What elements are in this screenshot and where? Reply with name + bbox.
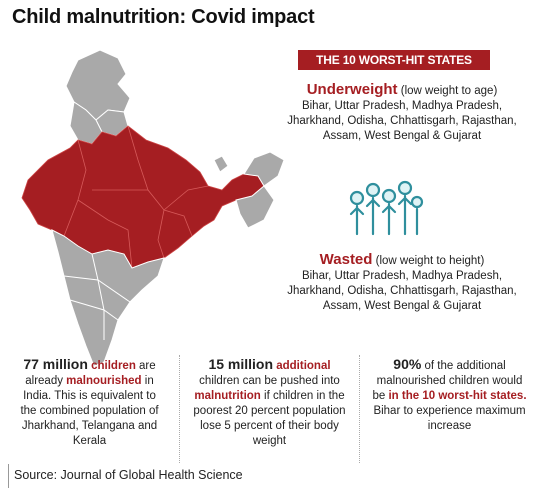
stat-15-million: 15 million additional children can be pu… [179,355,359,463]
wasted-line-2: Jharkhand, Odisha, Chhattisgarh, Rajasth… [287,285,517,297]
stat2-text-2: if children in the [260,390,345,402]
stats-row: 77 million children are already malnouri… [0,355,539,463]
map-region-northeast [243,151,285,187]
stat2-red-2: malnutrition [194,390,261,402]
underweight-note: (low weight to age) [397,85,498,97]
stat3-text-2: malnourished children would [376,375,523,387]
wasted-note: (low weight to height) [372,255,485,267]
underweight-line-1: Bihar, Uttar Pradesh, Madhya Pradesh, [301,100,503,112]
stat1-red-2: malnourished [66,375,142,387]
stat1-big: 77 million [23,356,88,372]
india-map [21,49,285,367]
stat1-text-4: India. This is equivalent to [23,390,156,402]
stat3-text-3: be [372,390,389,402]
stat1-text-1: are [135,360,156,372]
stat1-text-5: the combined population of [20,405,159,417]
stat1-text-7: Kerala [72,435,107,447]
underweight-heading: Underweight [306,81,398,98]
wasted-line-1: Bihar, Uttar Pradesh, Madhya Pradesh, [301,270,503,282]
stat2-red-1: additional [276,360,331,372]
source-divider [8,464,9,488]
children-figures-icon [349,180,424,236]
stat-77-million: 77 million children are already malnouri… [0,355,179,463]
wasted-block: Wasted (low weight to height) Bihar, Utt… [282,252,522,314]
underweight-line-2: Jharkhand, Odisha, Chhattisgarh, Rajasth… [287,115,517,127]
stat2-text-4: lose 5 percent of their body [200,420,339,432]
stat3-text-5: increase [427,420,472,432]
stat3-text-4: Bihar to experience maximum [373,405,526,417]
stat3-red-1: in the 10 worst-hit states. [388,390,527,402]
stat1-red-1: children [91,360,136,372]
map-region-northeast-2 [235,185,275,229]
stat2-big: 15 million [208,356,274,372]
wasted-line-3: Assam, West Bengal & Gujarat [322,300,482,312]
underweight-block: Underweight (low weight to age) Bihar, U… [282,82,522,144]
page-title: Child malnutrition: Covid impact [12,6,315,28]
worst-hit-badge: THE 10 WORST-HIT STATES [298,50,490,70]
stat3-big: 90% [393,356,422,372]
map-region-south [51,229,165,367]
underweight-line-3: Assam, West Bengal & Gujarat [322,130,482,142]
stat3-text-1: of the additional [421,360,506,372]
stat2-text-5: weight [252,435,287,447]
wasted-heading: Wasted [319,251,373,268]
map-region-sikkim [213,155,229,173]
stat1-text-3: in [141,375,154,387]
stat1-text-2: already [25,375,67,387]
stat1-text-6: Jharkhand, Telangana and [21,420,158,432]
source-note: Source: Journal of Global Health Science [14,468,243,482]
stat2-text-1: children can be pushed into [199,375,340,387]
stat-90-percent: 90% of the additional malnourished child… [359,355,539,463]
stat2-text-3: poorest 20 percent population [193,405,346,417]
